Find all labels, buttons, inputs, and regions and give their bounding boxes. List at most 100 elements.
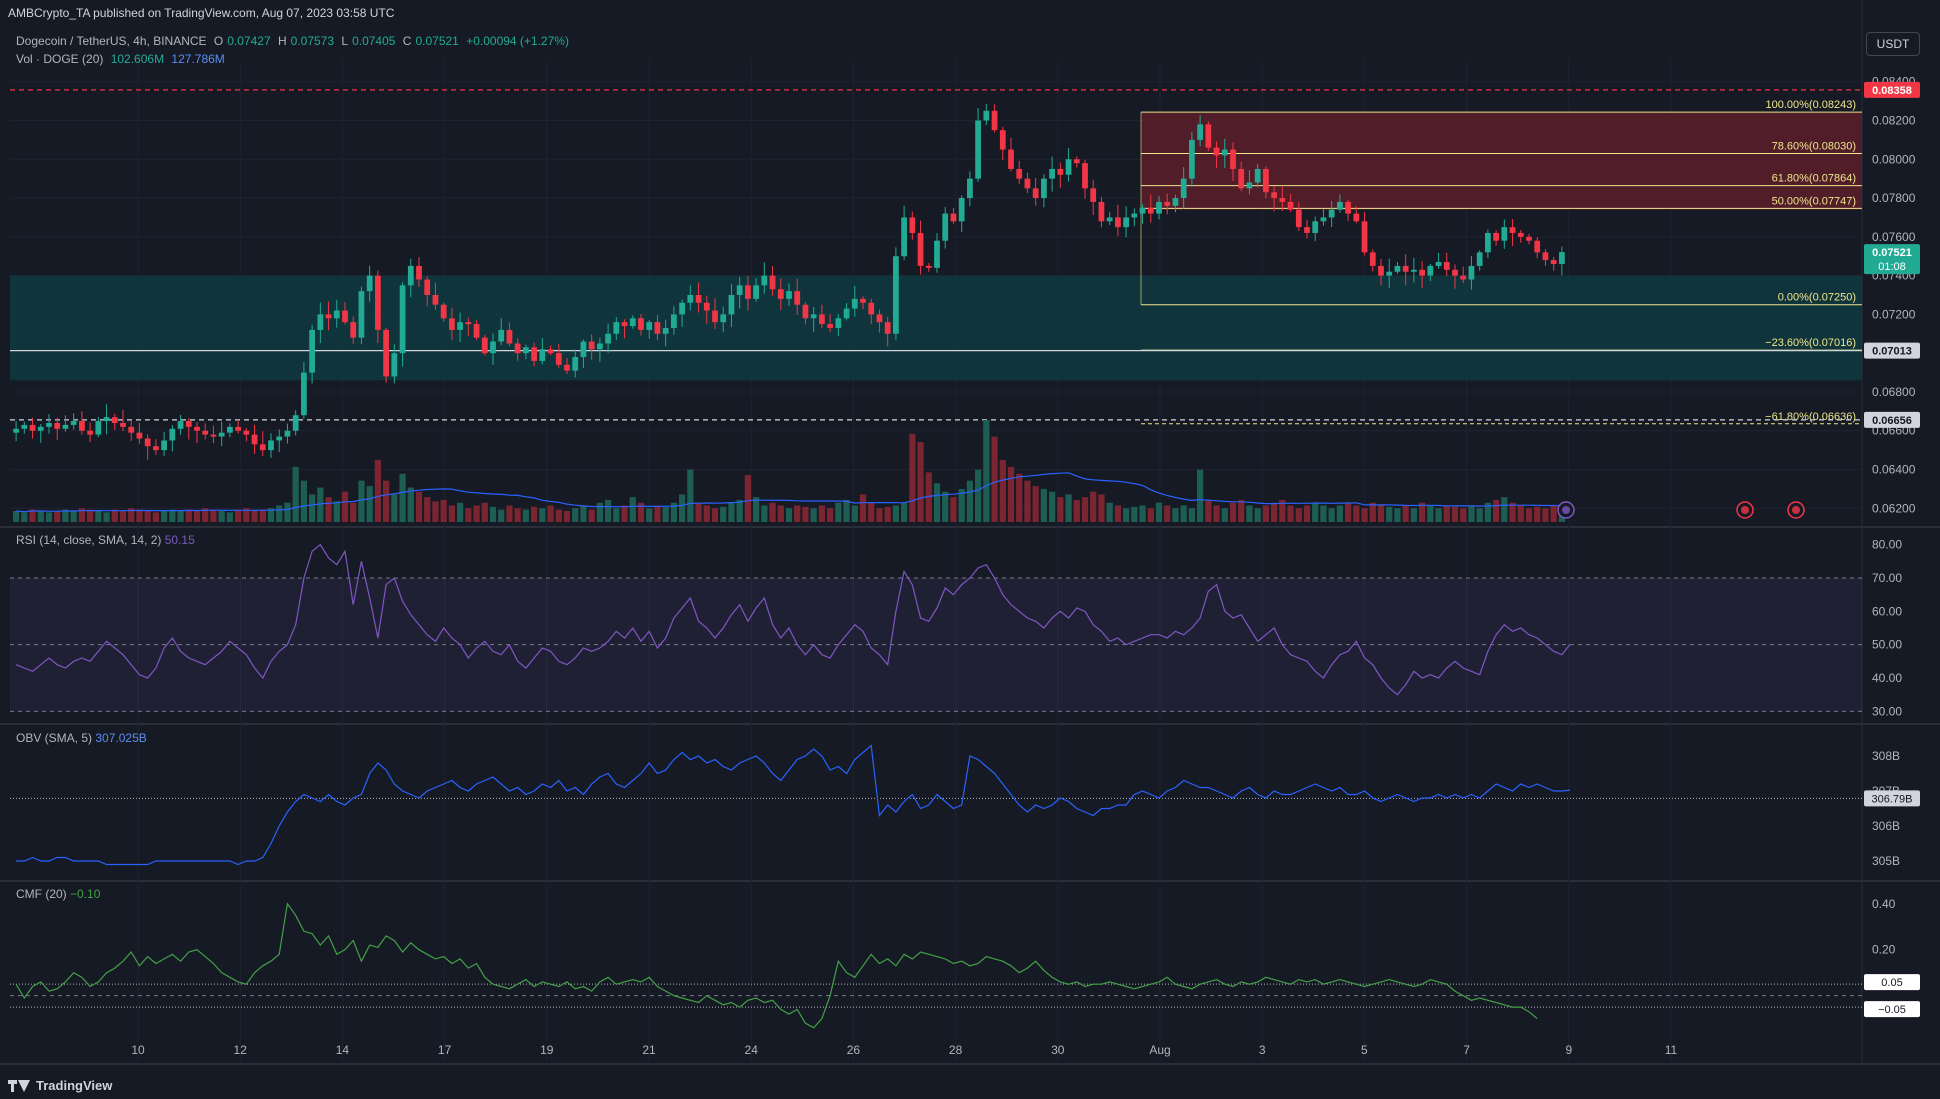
fib-label: 50.00%(0.07747)	[1772, 195, 1856, 207]
candle-body	[638, 318, 644, 330]
candle-body	[786, 291, 792, 299]
candle-body	[1337, 201, 1343, 210]
candle-body	[1230, 149, 1236, 169]
volume-bar	[1131, 506, 1138, 522]
candle-body	[1378, 265, 1384, 276]
volume-bar	[1279, 499, 1286, 522]
volume-bar	[785, 508, 793, 522]
obv-label[interactable]: OBV (SMA, 5)	[16, 731, 93, 745]
rsi-band	[10, 578, 1862, 712]
price-tag-bg	[1864, 342, 1920, 359]
rsi-tick-label: 40.00	[1872, 671, 1902, 685]
volume-bar	[1344, 502, 1352, 522]
candle-body	[745, 285, 751, 299]
volume-bar	[465, 508, 472, 522]
volume-bar	[876, 508, 883, 522]
x-tick-label: 28	[949, 1043, 963, 1057]
price-tick-label: 0.06400	[1872, 463, 1916, 477]
candle-body	[1271, 192, 1277, 199]
candle-body	[103, 417, 110, 422]
candle-body	[991, 110, 998, 131]
volume-bar	[1386, 506, 1393, 522]
volume-bar	[1353, 505, 1360, 522]
volume-bar	[1213, 505, 1220, 522]
candle-body	[1345, 201, 1351, 214]
volume-bar	[251, 510, 258, 522]
candle-body	[383, 329, 389, 377]
volume-bar	[991, 436, 998, 522]
volume-bar	[999, 459, 1006, 522]
candle-body	[1476, 252, 1483, 266]
volume-bar	[736, 499, 743, 522]
candle-body	[1386, 271, 1393, 276]
x-tick-label: 19	[540, 1043, 554, 1057]
candle-body	[144, 438, 151, 447]
candle-body	[194, 426, 200, 431]
volume-bar	[177, 510, 184, 522]
candle-body	[950, 213, 957, 222]
price-tag-bg	[1864, 244, 1920, 275]
symbol-name[interactable]: Dogecoin / TetherUS, 4h, BINANCE	[16, 34, 207, 48]
high-value: 0.07573	[290, 34, 335, 48]
candle-body	[309, 329, 315, 373]
candle-body	[218, 432, 225, 437]
volume-bar	[900, 502, 908, 522]
cmf-tag-value: 0.05	[1881, 977, 1902, 989]
volume-bar	[1024, 480, 1031, 522]
currency-button[interactable]: USDT	[1866, 32, 1920, 56]
candle-body	[1032, 188, 1039, 199]
volume-bar	[473, 505, 480, 522]
volume-bar	[185, 509, 192, 522]
cmf-legend: CMF (20) −0.10	[16, 887, 100, 901]
candle-body	[1205, 124, 1212, 148]
volume-bar	[1147, 508, 1154, 522]
volume-bar	[802, 506, 809, 522]
price-tag: 0.08358	[1864, 81, 1920, 98]
volume-bar	[374, 459, 382, 522]
candle-body	[884, 322, 891, 334]
footer-brand[interactable]: TradingView	[8, 1078, 112, 1093]
volume-bar	[432, 501, 439, 522]
volume-bar	[86, 509, 94, 522]
volume-bar	[580, 505, 587, 522]
candle-body	[794, 291, 801, 305]
candle-body	[1139, 207, 1146, 214]
candle-body	[120, 422, 126, 427]
volume-bar	[259, 509, 266, 522]
volume-bar	[720, 506, 727, 522]
volume-bar	[103, 512, 110, 522]
volume-bar	[382, 480, 390, 522]
volume-bar	[243, 508, 250, 522]
volume-bar	[1221, 508, 1228, 522]
volume-bar	[654, 505, 661, 522]
volume-bar	[761, 505, 768, 522]
change-value: +0.00094 (+1.27%)	[466, 34, 569, 48]
volume-bar	[407, 487, 414, 522]
volume-bar	[522, 509, 530, 522]
x-tick-label: 24	[745, 1043, 759, 1057]
symbol-legend: Dogecoin / TetherUS, 4h, BINANCE O 0.0742…	[16, 34, 573, 48]
volume-bar	[341, 491, 349, 522]
candle-body	[54, 422, 61, 429]
volume-bar	[950, 497, 957, 522]
rsi-label[interactable]: RSI (14, close, SMA, 14, 2)	[16, 533, 162, 547]
candle-body	[835, 318, 842, 328]
candle-body	[473, 324, 480, 338]
candle-body	[1041, 178, 1047, 199]
volume-label[interactable]: Vol · DOGE (20)	[16, 52, 104, 66]
volume-bar	[45, 512, 53, 522]
candle-body	[46, 422, 52, 427]
candle-body	[851, 298, 858, 309]
volume-bar	[366, 486, 373, 522]
us-flag-event-icon-core	[1792, 506, 1800, 514]
cmf-tag-value: −0.05	[1878, 1004, 1906, 1016]
candle-body	[1435, 262, 1442, 266]
x-tick-label: 9	[1565, 1043, 1572, 1057]
candle-body	[1559, 252, 1565, 264]
candle-body	[728, 295, 735, 315]
cmf-label[interactable]: CMF (20)	[16, 887, 67, 901]
candle-body	[1057, 168, 1064, 175]
candle-body	[202, 430, 209, 435]
candle-body	[1517, 232, 1524, 237]
